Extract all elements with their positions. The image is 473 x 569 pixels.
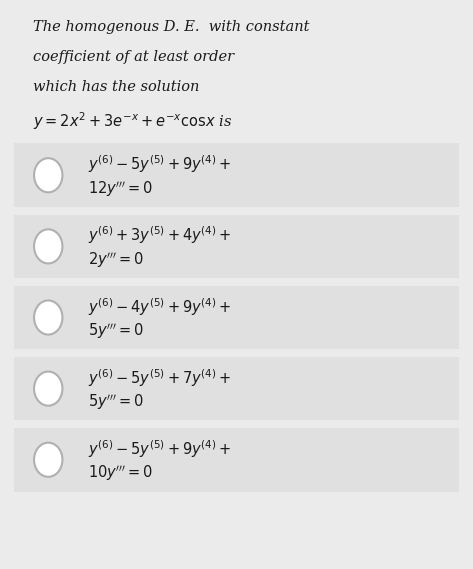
Text: coefficient of at least order: coefficient of at least order <box>33 50 234 64</box>
Text: $2y''' = 0$: $2y''' = 0$ <box>88 250 143 270</box>
Text: The homogenous D. E.  with constant: The homogenous D. E. with constant <box>33 20 310 34</box>
FancyBboxPatch shape <box>14 428 459 492</box>
Text: $y^{(6)} + 3y^{(5)} + 4y^{(4)} +$: $y^{(6)} + 3y^{(5)} + 4y^{(4)} +$ <box>88 225 231 246</box>
Text: $y^{(6)} - 5y^{(5)} + 7y^{(4)} +$: $y^{(6)} - 5y^{(5)} + 7y^{(4)} +$ <box>88 367 231 389</box>
Text: $5y''' = 0$: $5y''' = 0$ <box>88 393 143 412</box>
Text: which has the solution: which has the solution <box>33 80 200 94</box>
Text: $y = 2x^2 + 3e^{-x} + e^{-x}\mathrm{cos}x$ is: $y = 2x^2 + 3e^{-x} + e^{-x}\mathrm{cos}… <box>33 110 232 132</box>
Text: $10y''' = 0$: $10y''' = 0$ <box>88 464 153 483</box>
Circle shape <box>34 300 62 335</box>
Text: $y^{(6)} - 5y^{(5)} + 9y^{(4)} +$: $y^{(6)} - 5y^{(5)} + 9y^{(4)} +$ <box>88 438 231 460</box>
Circle shape <box>34 158 62 192</box>
Text: $5y''' = 0$: $5y''' = 0$ <box>88 321 143 341</box>
Circle shape <box>34 443 62 477</box>
Text: $y^{(6)} - 4y^{(5)} + 9y^{(4)} +$: $y^{(6)} - 4y^{(5)} + 9y^{(4)} +$ <box>88 296 231 318</box>
FancyBboxPatch shape <box>14 143 459 207</box>
FancyBboxPatch shape <box>14 357 459 420</box>
Circle shape <box>34 372 62 406</box>
FancyBboxPatch shape <box>14 215 459 278</box>
Text: $12y''' = 0$: $12y''' = 0$ <box>88 179 153 199</box>
Text: $y^{(6)} - 5y^{(5)} + 9y^{(4)} +$: $y^{(6)} - 5y^{(5)} + 9y^{(4)} +$ <box>88 154 231 175</box>
Circle shape <box>34 229 62 263</box>
FancyBboxPatch shape <box>14 286 459 349</box>
